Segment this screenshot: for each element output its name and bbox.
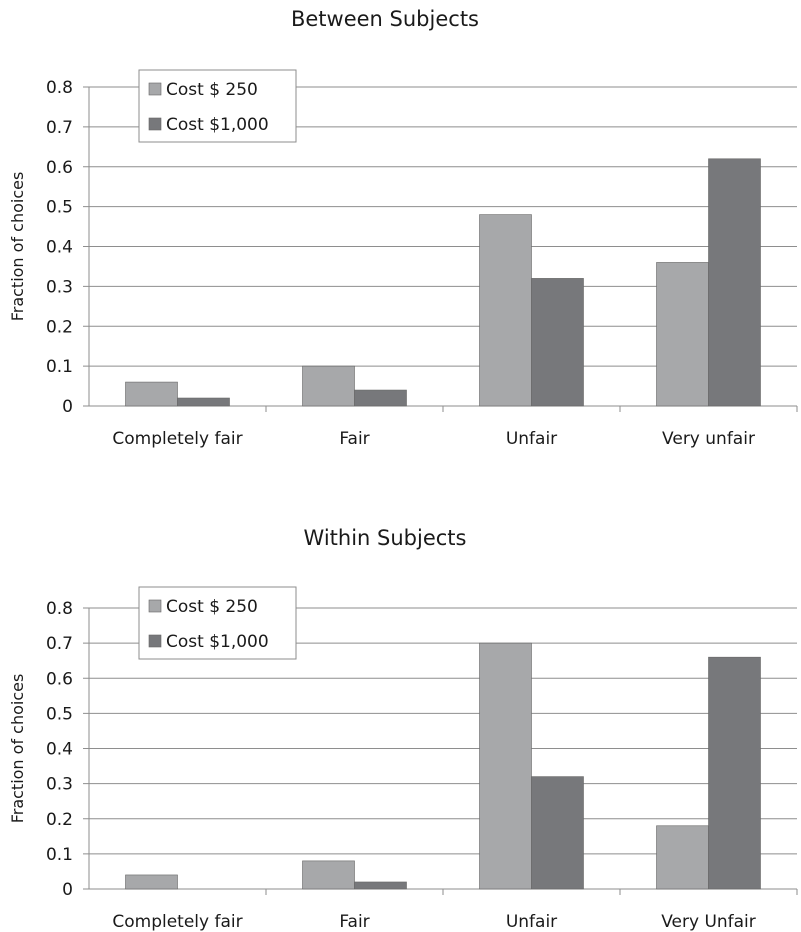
y-axis-title: Fraction of choices <box>8 172 27 322</box>
legend-swatch <box>148 634 162 648</box>
y-tick-label: 0.4 <box>46 740 73 760</box>
bar-cost-1000 <box>531 776 584 890</box>
y-tick-label: 0.1 <box>46 357 73 377</box>
x-category-label: Completely fair <box>112 912 242 932</box>
y-tick-label: 0.7 <box>46 118 73 138</box>
legend-swatch <box>148 82 162 96</box>
legend-label: Cost $1,000 <box>166 632 269 652</box>
y-axis-title: Fraction of choices <box>8 674 27 824</box>
y-tick-label: 0.8 <box>46 78 73 98</box>
y-tick-label: 0.5 <box>46 198 73 218</box>
legend-label: Cost $ 250 <box>166 597 258 617</box>
legend: Cost $ 250 Cost $1,000 <box>138 69 297 143</box>
bar-cost-250 <box>302 365 355 407</box>
bar-cost-1000 <box>708 158 761 407</box>
y-tick-label: 0 <box>62 880 73 900</box>
bar-cost-1000 <box>177 397 230 407</box>
y-tick-label: 0.3 <box>46 277 73 297</box>
y-tick-label: 0.2 <box>46 810 73 830</box>
bar-cost-1000 <box>354 389 407 407</box>
bar-cost-250 <box>302 860 355 890</box>
y-tick-label: 0.3 <box>46 775 73 795</box>
between-subjects-chart: Between Subjects 0 0.1 0.2 0.3 0.4 0.5 0.6 0.7 0.… <box>8 7 798 449</box>
x-category-label: Very Unfair <box>661 912 756 932</box>
y-tick-label: 0.7 <box>46 634 73 654</box>
legend-label: Cost $1,000 <box>166 115 269 135</box>
x-category-label: Very unfair <box>662 429 755 449</box>
y-tick-label: 0.5 <box>46 704 73 724</box>
bar-cost-250 <box>656 825 709 890</box>
bar-cost-250 <box>656 262 709 407</box>
bar-cost-1000 <box>354 881 407 890</box>
x-category-label: Unfair <box>506 912 557 932</box>
bar-cost-1000 <box>531 278 584 407</box>
y-tick-label: 0.1 <box>46 845 73 865</box>
chart-title: Between Subjects <box>291 7 479 31</box>
x-category-label: Fair <box>339 912 369 932</box>
bar-cost-250 <box>479 214 532 407</box>
x-category-label: Fair <box>339 429 369 449</box>
y-tick-label: 0 <box>62 397 73 417</box>
y-tick-label: 0.2 <box>46 317 73 337</box>
chart-title: Within Subjects <box>304 526 467 550</box>
y-tick-label: 0.6 <box>46 158 73 178</box>
legend-swatch <box>148 117 162 131</box>
bar-cost-250 <box>125 874 178 890</box>
legend-label: Cost $ 250 <box>166 80 258 100</box>
bar-cost-1000 <box>708 656 761 890</box>
bar-cost-250 <box>479 642 532 890</box>
legend-box <box>138 69 297 143</box>
x-category-label: Unfair <box>506 429 557 449</box>
legend: Cost $ 250 Cost $1,000 <box>138 586 297 660</box>
x-category-label: Completely fair <box>112 429 242 449</box>
legend-box <box>138 586 297 660</box>
within-subjects-chart: Within Subjects 0 0.1 0.2 0.3 0.4 0.5 0.6 0.7 0.8… <box>8 526 798 932</box>
y-tick-label: 0.4 <box>46 238 73 258</box>
legend-swatch <box>148 599 162 613</box>
y-tick-label: 0.6 <box>46 669 73 689</box>
bar-cost-250 <box>125 381 178 407</box>
y-tick-label: 0.8 <box>46 599 73 619</box>
